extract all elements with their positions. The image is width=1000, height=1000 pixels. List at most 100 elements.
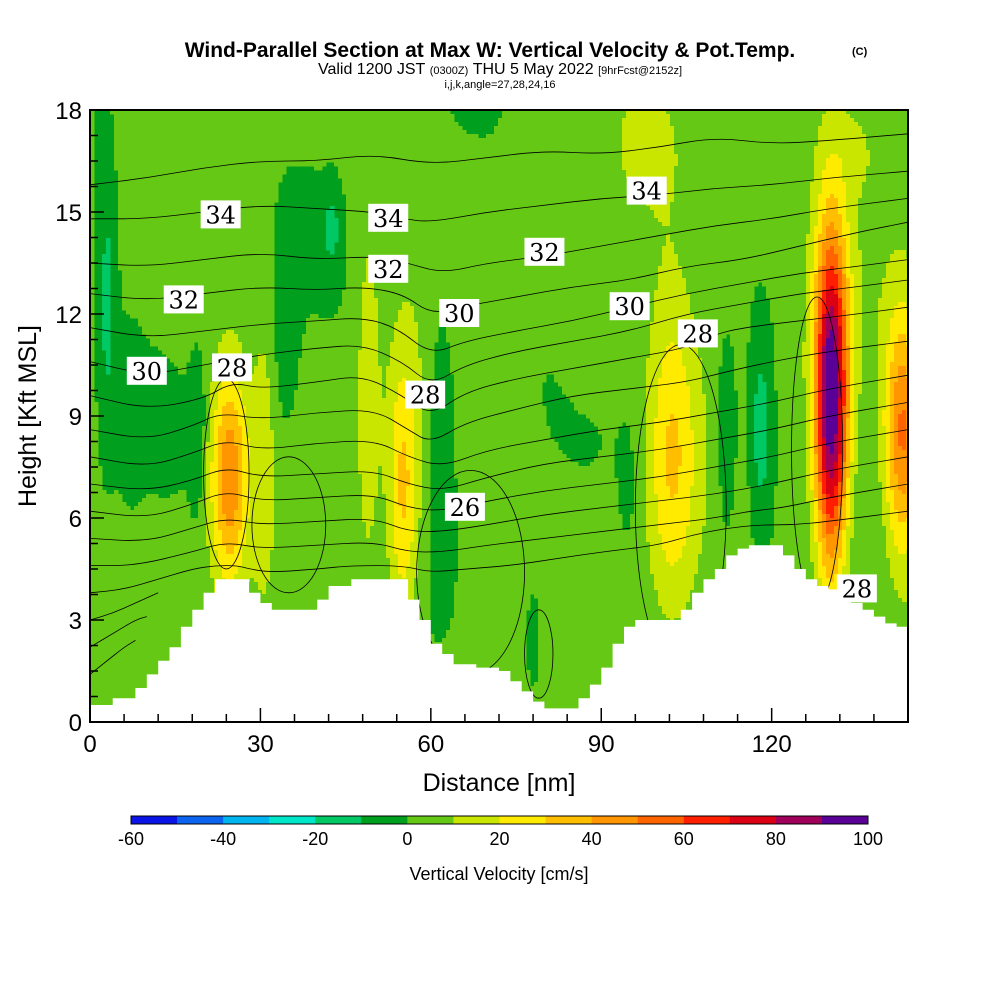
- velocity-cell: [262, 146, 267, 151]
- velocity-cell: [246, 118, 251, 123]
- velocity-cell: [862, 210, 867, 215]
- velocity-cell: [482, 186, 487, 191]
- velocity-cell: [698, 198, 703, 203]
- velocity-cell: [870, 194, 875, 199]
- velocity-cell: [862, 114, 867, 119]
- velocity-cell: [614, 182, 619, 187]
- velocity-cell: [126, 138, 131, 143]
- velocity-cell: [886, 114, 891, 119]
- velocity-cell: [678, 150, 683, 155]
- velocity-cell: [178, 178, 183, 183]
- velocity-cell: [790, 126, 795, 131]
- velocity-cell: [842, 158, 847, 163]
- velocity-cell: [478, 206, 483, 211]
- velocity-cell: [478, 190, 483, 195]
- velocity-cell: [846, 150, 851, 155]
- velocity-cell: [486, 166, 491, 171]
- velocity-cell: [822, 186, 827, 191]
- velocity-cell: [470, 190, 475, 195]
- velocity-cell: [282, 142, 287, 147]
- velocity-cell: [722, 162, 727, 167]
- velocity-cell: [554, 190, 559, 195]
- velocity-cell: [254, 174, 259, 179]
- velocity-cell: [270, 154, 275, 159]
- velocity-cell: [822, 122, 827, 127]
- velocity-cell: [350, 138, 355, 143]
- velocity-cell: [470, 182, 475, 187]
- velocity-cell: [606, 202, 611, 207]
- velocity-cell: [402, 190, 407, 195]
- velocity-cell: [478, 150, 483, 155]
- velocity-cell: [710, 170, 715, 175]
- velocity-cell: [778, 114, 783, 119]
- velocity-cell: [278, 126, 283, 131]
- velocity-cell: [710, 114, 715, 119]
- velocity-cell: [638, 210, 643, 215]
- velocity-cell: [822, 118, 827, 123]
- velocity-cell: [806, 166, 811, 171]
- velocity-cell: [826, 122, 831, 127]
- velocity-cell: [230, 174, 235, 179]
- velocity-cell: [122, 206, 127, 211]
- velocity-cell: [650, 170, 655, 175]
- velocity-cell: [282, 146, 287, 151]
- velocity-cell: [794, 182, 799, 187]
- velocity-cell: [502, 138, 507, 143]
- velocity-cell: [134, 186, 139, 191]
- velocity-cell: [854, 166, 859, 171]
- velocity-cell: [270, 198, 275, 203]
- velocity-cell: [126, 182, 131, 187]
- velocity-cell: [490, 178, 495, 183]
- velocity-cell: [406, 134, 411, 139]
- velocity-cell: [378, 158, 383, 163]
- velocity-cell: [466, 182, 471, 187]
- velocity-cell: [530, 170, 535, 175]
- velocity-cell: [722, 118, 727, 123]
- velocity-cell: [858, 182, 863, 187]
- velocity-cell: [822, 146, 827, 151]
- velocity-cell: [838, 170, 843, 175]
- velocity-cell: [670, 162, 675, 167]
- velocity-cell: [686, 174, 691, 179]
- velocity-cell: [358, 158, 363, 163]
- velocity-cell: [126, 198, 131, 203]
- velocity-cell: [286, 146, 291, 151]
- velocity-cell: [230, 118, 235, 123]
- velocity-cell: [462, 182, 467, 187]
- velocity-cell: [130, 186, 135, 191]
- velocity-cell: [394, 182, 399, 187]
- velocity-cell: [146, 154, 151, 159]
- velocity-cell: [546, 122, 551, 127]
- velocity-cell: [378, 182, 383, 187]
- velocity-cell: [302, 114, 307, 119]
- velocity-cell: [598, 150, 603, 155]
- velocity-cell: [194, 118, 199, 123]
- velocity-cell: [566, 154, 571, 159]
- velocity-cell: [882, 158, 887, 163]
- velocity-cell: [134, 214, 139, 219]
- velocity-cell: [738, 134, 743, 139]
- velocity-cell: [218, 126, 223, 131]
- velocity-cell: [270, 178, 275, 183]
- velocity-cell: [750, 130, 755, 135]
- velocity-cell: [850, 210, 855, 215]
- velocity-cell: [122, 134, 127, 139]
- velocity-cell: [858, 210, 863, 215]
- velocity-cell: [582, 210, 587, 215]
- velocity-cell: [382, 178, 387, 183]
- velocity-cell: [418, 118, 423, 123]
- velocity-cell: [274, 190, 279, 195]
- velocity-cell: [578, 150, 583, 155]
- velocity-cell: [226, 138, 231, 143]
- velocity-cell: [230, 130, 235, 135]
- velocity-cell: [510, 198, 515, 203]
- velocity-cell: [406, 154, 411, 159]
- velocity-cell: [518, 138, 523, 143]
- velocity-cell: [154, 118, 159, 123]
- velocity-cell: [154, 134, 159, 139]
- velocity-cell: [730, 158, 735, 163]
- velocity-cell: [750, 198, 755, 203]
- velocity-cell: [550, 118, 555, 123]
- velocity-cell: [590, 150, 595, 155]
- velocity-cell: [166, 126, 171, 131]
